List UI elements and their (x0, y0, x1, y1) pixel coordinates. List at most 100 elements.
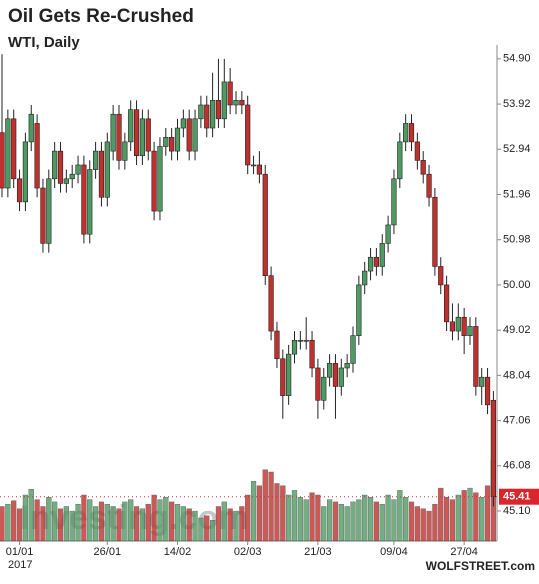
volume-bar (128, 499, 134, 542)
candle-body (250, 164, 257, 167)
volume-bar (420, 508, 426, 542)
candle-body (379, 243, 385, 267)
volume-bar (332, 501, 339, 542)
candle-body (163, 136, 169, 147)
volume-bar (192, 510, 198, 542)
candle-body (34, 123, 40, 189)
x-tick-label: 21/03 (304, 546, 332, 558)
y-tick-label: 50.98 (503, 234, 531, 246)
candle-body (438, 266, 444, 286)
candle-body (356, 284, 362, 336)
candle-body (122, 141, 128, 161)
candle-body (81, 164, 87, 235)
volume-bar (432, 504, 438, 542)
candle-body (169, 136, 175, 152)
volume-bar (98, 501, 105, 542)
chart-title: Oil Gets Re-Crushed (8, 6, 194, 27)
candle-body (344, 363, 350, 369)
volume-bar (52, 501, 58, 542)
candle-body (467, 326, 473, 336)
candle-body (221, 81, 227, 120)
volume-bar (379, 504, 385, 542)
candle-body (239, 100, 245, 106)
volume-bar (174, 504, 181, 542)
candle-body (362, 270, 368, 286)
x-tick-label: 09/04 (380, 546, 408, 558)
volume-bar (11, 500, 17, 542)
candle-body (490, 399, 497, 498)
candle-body (455, 316, 461, 332)
last-price-label: 45.41 (503, 491, 531, 503)
candle-body (403, 123, 409, 143)
candle-body (326, 363, 333, 378)
candle-body (397, 141, 403, 180)
volume-bar (403, 497, 409, 542)
candle-body (0, 132, 5, 189)
volume-bar (280, 485, 286, 542)
volume-bar (69, 510, 75, 542)
candle-body (303, 339, 309, 342)
volume-bar (268, 471, 274, 542)
candle-body (57, 150, 64, 184)
volume-bar (215, 506, 222, 542)
y-tick-label: 45.10 (503, 505, 531, 517)
volume-bar (40, 506, 46, 542)
volume-bar (291, 490, 298, 542)
volume-bar (180, 506, 186, 542)
volume-bar (34, 499, 40, 542)
volume-bar (455, 494, 461, 542)
volume-bar (438, 487, 444, 542)
y-tick-label: 50.00 (503, 279, 531, 291)
volume-bar (5, 504, 11, 542)
candle-body (385, 224, 391, 244)
candle-body (280, 358, 286, 396)
candle-body (75, 164, 81, 175)
candle-body (174, 127, 181, 152)
volume-bar (75, 504, 81, 542)
candle-body (151, 150, 157, 212)
volume-bar (139, 508, 146, 542)
candle-body (198, 104, 204, 120)
candle-body (484, 376, 491, 406)
candle-body (432, 196, 438, 267)
y-tick-label: 49.02 (503, 324, 531, 336)
volume-bar (186, 508, 192, 542)
candle-body (449, 321, 456, 332)
volume-bar (274, 483, 280, 542)
volume-bar (151, 494, 157, 542)
candle-body (69, 173, 75, 180)
candle-body (274, 330, 280, 360)
volume-bar (397, 490, 403, 542)
volume-bar (309, 492, 315, 542)
volume-bar (385, 494, 391, 542)
candle-body (46, 178, 52, 244)
volume-bar (110, 506, 116, 542)
source: WOLFSTREET.com (426, 559, 535, 573)
volume-bar (169, 501, 175, 542)
volume-bar (315, 494, 321, 542)
candle-body (391, 178, 397, 226)
volume-bar (262, 469, 268, 542)
y-tick-label: 47.06 (503, 414, 531, 426)
volume-bar (57, 508, 64, 542)
volume-bar (133, 506, 140, 542)
volume-bar (286, 494, 292, 542)
volume-bar (327, 499, 333, 542)
candle-body (11, 118, 17, 180)
chart-subtitle: WTI, Daily (8, 34, 80, 51)
candle-body (256, 164, 263, 175)
candle-body (473, 326, 479, 387)
volume-bar (28, 489, 34, 542)
volume-bar (198, 517, 204, 542)
volume-bar (233, 510, 239, 542)
x-tick-label: 26/01 (94, 546, 122, 558)
volume-bar (426, 510, 432, 542)
candle-body (157, 146, 163, 212)
volume-bar (221, 501, 227, 542)
volume-bar (239, 506, 245, 542)
volume-bar (297, 497, 303, 542)
volume-bar (391, 499, 397, 542)
volume-bar (303, 499, 309, 542)
volume-bar (256, 485, 263, 542)
